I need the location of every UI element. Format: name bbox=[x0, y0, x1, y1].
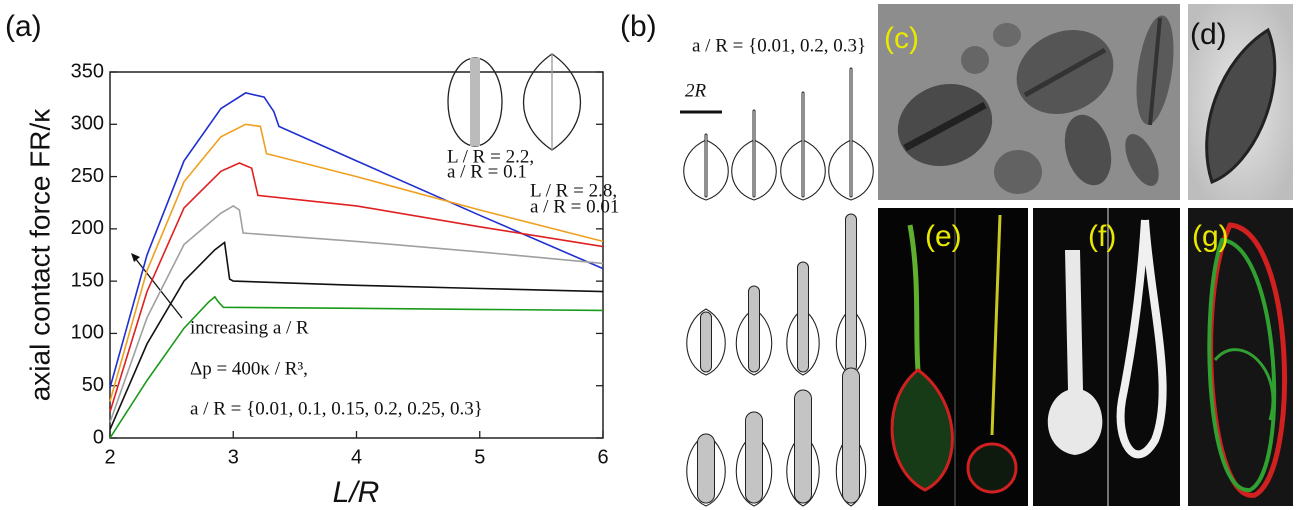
series-line bbox=[109, 123, 604, 402]
x-axis-label: L/R bbox=[333, 476, 380, 509]
panel-label: (g) bbox=[1192, 220, 1229, 253]
inset-label: L / R = 2.2, bbox=[447, 146, 534, 167]
y-tick-label: 100 bbox=[71, 322, 104, 344]
y-tick-label: 350 bbox=[71, 60, 104, 82]
panel-label: (b) bbox=[620, 10, 657, 43]
shape-rod bbox=[697, 433, 715, 504]
shape-rod bbox=[704, 133, 708, 198]
plot-frame bbox=[109, 71, 604, 439]
micrograph-d bbox=[1188, 4, 1293, 200]
shape-rod bbox=[842, 367, 860, 504]
y-tick-label: 50 bbox=[82, 374, 104, 396]
panel-label: (d) bbox=[1190, 18, 1227, 51]
shapes bbox=[683, 67, 874, 507]
shape-rod bbox=[745, 411, 763, 504]
shape-rod bbox=[849, 67, 853, 198]
y-tick-label: 150 bbox=[71, 269, 104, 291]
inset-label: a / R = 0.1 bbox=[447, 161, 527, 182]
arrow-head bbox=[131, 253, 140, 262]
shape-rod bbox=[748, 285, 760, 373]
micrograph-c bbox=[878, 4, 1180, 200]
shape-rod bbox=[797, 261, 809, 373]
x-tick-label: 3 bbox=[228, 446, 239, 468]
series-line bbox=[109, 204, 604, 423]
y-tick-label: 200 bbox=[71, 217, 104, 239]
micrograph-f bbox=[1033, 208, 1180, 506]
panel-label: (e) bbox=[925, 220, 962, 253]
series-line bbox=[109, 92, 604, 389]
shape-rod bbox=[794, 389, 812, 504]
series-line bbox=[109, 295, 604, 439]
inset-label: a / R = 0.01 bbox=[530, 196, 619, 217]
shape-rod bbox=[845, 213, 857, 373]
shape-rod bbox=[700, 311, 712, 373]
inset-label: L / R = 2.8, bbox=[530, 180, 617, 201]
inset bbox=[447, 53, 582, 151]
caption: a / R = {0.01, 0.2, 0.3} bbox=[692, 35, 866, 56]
series-line bbox=[109, 162, 604, 413]
micrograph-e bbox=[878, 208, 1028, 506]
annotation: increasing a / R bbox=[190, 317, 309, 338]
y-tick-label: 300 bbox=[71, 113, 104, 135]
y-tick-label: 0 bbox=[93, 426, 104, 448]
x-tick-label: 2 bbox=[104, 446, 115, 468]
shape-rod bbox=[752, 109, 756, 198]
panel-label: (a) bbox=[5, 10, 42, 43]
y-axis-label: axial contact force FR/κ bbox=[24, 108, 55, 402]
shape-rod bbox=[801, 91, 805, 198]
annotation: Δp = 400κ / R³, bbox=[190, 358, 308, 379]
scale-label: 2R bbox=[685, 80, 707, 101]
panel-label: (c) bbox=[884, 22, 919, 55]
micrograph-g bbox=[1188, 208, 1293, 506]
x-tick-label: 4 bbox=[351, 446, 362, 468]
panel-label: (f) bbox=[1088, 220, 1116, 253]
y-tick-label: 250 bbox=[71, 165, 104, 187]
x-tick-label: 5 bbox=[474, 446, 485, 468]
series-line bbox=[109, 241, 604, 430]
x-tick-label: 6 bbox=[597, 446, 608, 468]
annotation: a / R = {0.01, 0.1, 0.15, 0.2, 0.25, 0.3… bbox=[190, 398, 483, 419]
